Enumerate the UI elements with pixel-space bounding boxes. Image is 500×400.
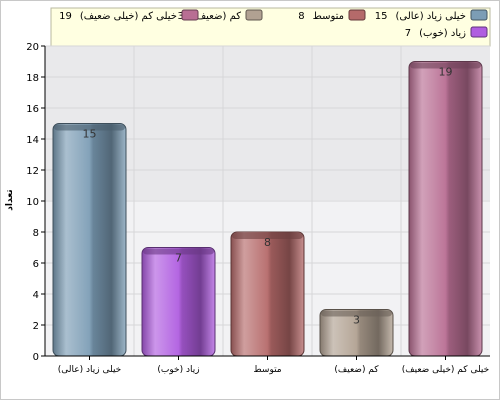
y-tick-label: 10: [26, 197, 39, 208]
legend-label: (کم (ضعیف: [192, 11, 241, 22]
bar-0: [52, 123, 127, 357]
legend-item: متوسط 8: [298, 9, 366, 22]
legend-value: 7: [405, 28, 411, 39]
legend-swatch: [181, 9, 199, 21]
y-tick-label: 12: [26, 166, 39, 177]
x-tick-label: (زیاد (خوب: [157, 365, 199, 375]
y-tick-label: 6: [33, 259, 39, 270]
legend-label: (زیاد (خوب: [419, 28, 466, 39]
bar-value-label: 3: [353, 314, 360, 327]
bar-top-cap: [232, 233, 303, 239]
bar-value-label: 19: [439, 66, 453, 79]
y-tick-label: 18: [26, 73, 39, 84]
legend-box: [50, 7, 491, 47]
y-tick-label: 2: [33, 321, 39, 332]
y-tick-label: 20: [26, 42, 39, 53]
bar-top-cap: [410, 62, 481, 69]
y-axis: 0 2 4 6 8 10 12 14 16 18 20: [26, 42, 46, 363]
y-tick-label: 4: [33, 290, 39, 301]
legend-label: (خیلی زیاد (عالی: [395, 11, 466, 22]
legend-value: 3: [178, 11, 184, 22]
x-tick-label: متوسط: [253, 365, 281, 375]
x-tick-label: (کم (ضعیف: [334, 365, 379, 375]
legend-swatch: [470, 9, 488, 21]
x-tick-label: (خیلی کم (خیلی ضعیف: [402, 365, 489, 375]
legend-item: (کم (ضعیف 3: [178, 9, 263, 22]
bar-value-label: 8: [264, 236, 271, 249]
legend-label: متوسط: [313, 11, 344, 22]
y-axis-label: تعداد: [5, 189, 15, 210]
legend-value: 8: [298, 11, 304, 22]
legend-value: 15: [375, 11, 388, 22]
legend-swatch: [348, 9, 366, 21]
y-tick-label: 14: [26, 135, 39, 146]
y-tick-label: 0: [33, 352, 39, 363]
legend-value: 19: [59, 11, 72, 22]
y-tick-label: 16: [26, 104, 39, 115]
bar-top-cap: [143, 248, 214, 255]
bars: 15 7 8 3 19: [52, 61, 483, 357]
x-axis: (خیلی زیاد (عالی (زیاد (خوب متوسط (کم (ضعیف…: [45, 355, 490, 375]
bar-4: [408, 61, 483, 357]
bar-top-cap: [321, 310, 392, 317]
x-tick-label: (خیلی زیاد (عالی: [58, 365, 121, 375]
bar-2: [230, 231, 305, 357]
bar-value-label: 15: [83, 128, 97, 141]
legend-swatch: [470, 26, 488, 38]
legend-swatch: [245, 9, 263, 21]
legend-label: (خیلی کم (خیلی ضعیف: [80, 11, 177, 22]
legend-item: (خیلی کم (خیلی ضعیف 19: [59, 9, 199, 22]
bar-top-cap: [54, 124, 125, 131]
legend-item: (خیلی زیاد (عالی 15: [375, 9, 488, 22]
legend-item: (زیاد (خوب 7: [405, 26, 488, 39]
bar-value-label: 7: [175, 252, 182, 265]
y-tick-label: 8: [33, 228, 39, 239]
